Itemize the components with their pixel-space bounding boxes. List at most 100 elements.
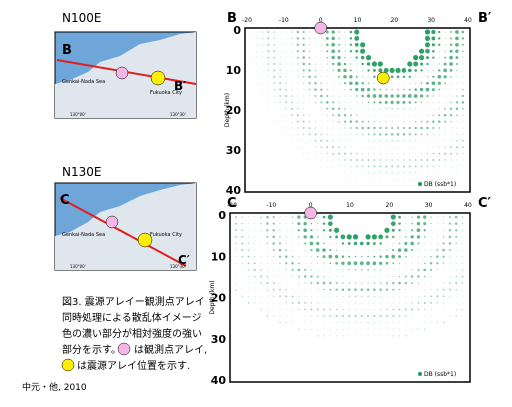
scatter-dot [309, 235, 314, 239]
legend-dot [418, 182, 422, 186]
scatter-dot [344, 31, 346, 33]
scatter-dot [448, 235, 452, 239]
scatter-dot [416, 228, 421, 233]
scatter-dot [273, 95, 275, 97]
scatter-dot [438, 88, 441, 91]
scatter-dot [332, 89, 334, 90]
scatter-dot [356, 146, 358, 148]
scatter-dot [455, 49, 459, 53]
scatter-dot [348, 308, 350, 310]
scatter-dot [353, 261, 358, 266]
scatter-dot [443, 62, 447, 66]
scatter-dot [462, 236, 463, 238]
scatter-dot [409, 185, 411, 186]
scatter-dot [409, 172, 411, 174]
scatter-dot [285, 255, 288, 258]
scatter-dot [438, 37, 441, 40]
scatter-dot [427, 178, 428, 180]
scatter-dot [367, 322, 369, 324]
scatter-dot [418, 322, 419, 324]
scatter-dot [344, 44, 346, 46]
scatter-dot [433, 102, 434, 103]
scatter-dot [335, 315, 338, 317]
scatter-dot [421, 114, 422, 116]
scatter-dot [433, 172, 434, 174]
scatter-dot [425, 87, 430, 92]
scatter-dot [411, 223, 413, 225]
scatter-dot [398, 308, 401, 311]
scatter-dot [455, 309, 457, 310]
scatter-dot [354, 282, 357, 284]
scatter-dot [309, 31, 311, 33]
scatter-dot [278, 248, 282, 252]
scatter-dot [418, 295, 419, 297]
scatter-dot [386, 315, 388, 317]
scatter-dot [279, 121, 281, 122]
scatter-dot [315, 31, 316, 33]
scatter-dot [380, 322, 382, 324]
scatter-dot [356, 165, 358, 168]
scatter-dot [331, 36, 335, 41]
scatter-dot [332, 140, 334, 142]
scatter-dot [279, 114, 281, 116]
scatter-dot [262, 57, 263, 59]
scatter-dot [430, 249, 432, 251]
scatter-dot [348, 255, 351, 258]
scatter-dot [323, 269, 325, 271]
x-tick-label: 30 [425, 202, 433, 209]
scatter-dot [415, 172, 417, 174]
scatter-dot [331, 107, 335, 111]
scatter-dot [402, 75, 406, 79]
scatter-dot [343, 68, 347, 73]
scatter-dot [386, 243, 388, 244]
scatter-dot [392, 315, 395, 317]
scatter-dot [379, 101, 382, 104]
scatter-dot [390, 214, 396, 220]
scatter-dot [424, 308, 426, 311]
scatter-dot [361, 295, 363, 297]
scatter-dot [247, 262, 250, 265]
scatter-dot [374, 276, 375, 277]
scatter-dot [432, 56, 435, 59]
scatter-dot [436, 223, 438, 225]
y-tick-label: 40 [226, 184, 242, 197]
scatter-dot [426, 159, 429, 161]
scatter-dot [449, 262, 451, 264]
scatter-dot [326, 153, 328, 155]
scatter-dot [344, 172, 346, 174]
scatter-dot [260, 236, 262, 238]
scatter-dot [285, 269, 287, 271]
scatter-dot [379, 108, 381, 110]
scatter-dot [398, 255, 402, 259]
scatter-dot [279, 276, 281, 277]
scatter-dot [420, 101, 423, 104]
scatter-dot [344, 152, 346, 155]
scatter-dot [356, 172, 358, 174]
scatter-dot [373, 88, 376, 91]
scatter-dot [335, 282, 338, 284]
scatter-dot [298, 275, 300, 278]
scatter-dot [392, 308, 395, 311]
scatter-dot [366, 288, 370, 291]
scatter-dot [296, 37, 300, 40]
scatter-dot [256, 70, 257, 71]
scatter-dot [304, 282, 306, 284]
scatter-dot [454, 222, 458, 225]
scatter-dot [285, 121, 287, 122]
scatter-dot [386, 328, 388, 330]
scatter-dot [341, 315, 344, 318]
scatter-dot [391, 140, 393, 142]
scatter-dot [297, 127, 299, 129]
scatter-dot [285, 108, 287, 110]
scatter-dot [350, 178, 352, 180]
scatter-dot [431, 29, 436, 35]
scatter-dot [348, 249, 350, 251]
scatter-image [250, 29, 465, 186]
scatter-dot [427, 108, 428, 110]
scatter-dot [442, 255, 445, 258]
scatter-dot [442, 248, 445, 252]
scatter-dot [462, 153, 464, 155]
scatter-dot [374, 108, 375, 110]
scatter-dot [256, 38, 257, 39]
scatter-dot [267, 50, 270, 53]
